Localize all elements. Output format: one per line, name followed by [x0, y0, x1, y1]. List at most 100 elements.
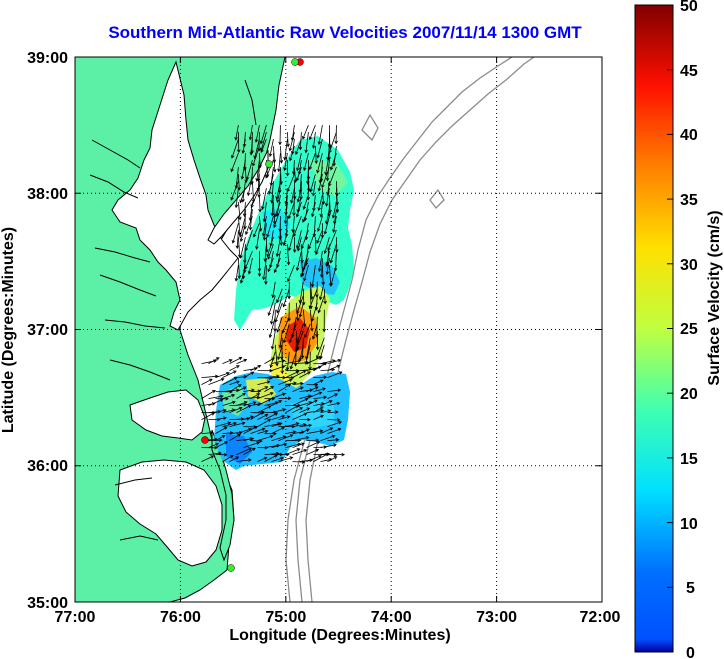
velocity-arrow [303, 153, 309, 172]
velocity-arrow [308, 152, 316, 171]
x-tick-label: 72:00 [580, 609, 621, 626]
velocity-arrow [275, 181, 281, 200]
velocity-arrow [275, 237, 281, 258]
velocity-arrow [277, 153, 281, 173]
velocity-arrow [302, 208, 309, 223]
velocity-arrow [327, 418, 341, 422]
velocity-arrow [234, 188, 239, 209]
velocity-arrow [306, 429, 324, 434]
velocity-arrow [276, 295, 283, 314]
velocity-arrow [215, 426, 228, 434]
velocity-arrow [278, 383, 292, 392]
chart-title: Southern Mid-Atlantic Raw Velocities 200… [108, 23, 582, 42]
velocity-arrow [229, 406, 243, 413]
velocity-arrow [229, 433, 242, 441]
velocity-arrow [215, 408, 227, 413]
colorbar-tick-label: 20 [680, 386, 698, 403]
velocity-arrow [247, 258, 253, 275]
velocity-arrow [288, 132, 295, 152]
velocity-arrow [208, 357, 220, 364]
velocity-arrow [313, 375, 328, 380]
colorbar-tick-marks [667, 4, 673, 588]
velocity-arrow [268, 316, 276, 339]
velocity-arrow [296, 153, 302, 172]
velocity-arrow [285, 422, 300, 427]
velocity-arrow [292, 436, 310, 441]
velocity-arrow [313, 414, 325, 420]
velocity-arrow [278, 415, 291, 420]
velocity-arrow [270, 302, 276, 325]
velocity-arrow [315, 330, 320, 351]
velocity-arrow [292, 423, 307, 427]
velocity-arrow [323, 288, 327, 305]
velocity-arrow [201, 455, 215, 462]
velocity-arrow [321, 166, 330, 189]
velocity-arrow [295, 251, 302, 272]
velocity-arrow [285, 448, 301, 455]
velocity-arrow [304, 132, 309, 154]
y-tick-label: 38:00 [27, 186, 68, 203]
velocity-arrow [285, 160, 290, 177]
radar-sites [201, 58, 304, 572]
velocity-arrow [316, 139, 323, 159]
velocity-arrow [292, 412, 308, 420]
velocity-arrow [230, 180, 239, 201]
velocity-arrow [320, 409, 332, 413]
velocity-arrow [260, 138, 267, 153]
velocity-arrow [239, 223, 246, 243]
velocity-arrow [271, 422, 283, 427]
velocity-arrow [271, 392, 286, 399]
velocity-arrow [292, 237, 297, 254]
colorbar-tick-label: 45 [680, 63, 698, 80]
velocity-arrow [264, 265, 268, 285]
velocity-arrow [306, 455, 322, 462]
velocity-arrow [285, 405, 299, 413]
velocity-arrow [215, 421, 232, 427]
velocity-arrow [327, 410, 339, 414]
velocity-arrow [236, 132, 241, 154]
velocity-arrow [313, 379, 324, 385]
x-tick-label: 74:00 [371, 609, 412, 626]
velocity-arrow [323, 236, 330, 255]
velocity-arrow [312, 323, 318, 340]
velocity-arrow [276, 288, 283, 304]
velocity-arrow [256, 167, 261, 183]
velocity-arrow [278, 456, 294, 462]
velocity-arrow [236, 401, 248, 406]
velocity-arrow [279, 230, 283, 246]
velocity-arrow [320, 427, 334, 434]
y-tick-label: 39:00 [27, 50, 68, 67]
velocity-arrow [278, 378, 293, 385]
velocity-arrow [327, 427, 342, 434]
y-tick-label: 35:00 [27, 595, 68, 612]
velocity-arrow [320, 443, 337, 448]
velocity-arrow [262, 258, 267, 281]
velocity-arrow [236, 447, 253, 455]
velocity-arrow [208, 438, 223, 443]
velocity-arrow [234, 125, 239, 141]
velocity-arrow [222, 393, 236, 399]
velocity-arrow [317, 295, 325, 314]
velocity-arrow [250, 393, 261, 399]
velocity-arrow [329, 243, 337, 264]
velocity-arrow [222, 370, 237, 378]
velocity-arrow [308, 124, 316, 141]
velocity-arrow [237, 216, 242, 236]
velocity-arrow [308, 288, 318, 310]
velocity-arrow [271, 359, 286, 364]
velocity-arrow [317, 215, 323, 233]
velocity-arrow [262, 202, 267, 223]
velocity-arrow [231, 222, 239, 244]
velocity-arrow [249, 139, 254, 156]
velocity-arrow [292, 386, 304, 392]
colorbar-tick-label: 15 [680, 451, 698, 468]
velocity-arrow [314, 146, 318, 165]
velocity-arrow [295, 166, 302, 182]
colorbar-label: Surface Velocity (cm/s) [706, 210, 723, 385]
velocity-arrow [277, 344, 283, 361]
velocity-arrow [286, 132, 290, 148]
velocity-arrow [222, 400, 236, 406]
velocity-arrow [264, 431, 277, 436]
velocity-arrow [215, 452, 228, 457]
